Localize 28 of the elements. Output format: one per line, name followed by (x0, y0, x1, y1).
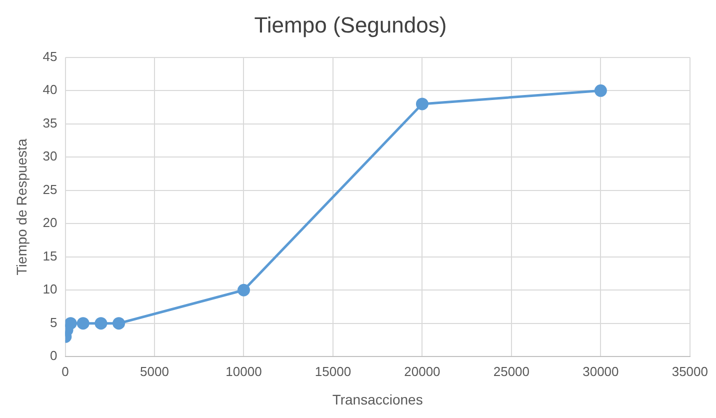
point (237, 284, 250, 296)
chart-title: Tiempo (Segundos) (254, 12, 447, 38)
x-tick-label: 30000 (582, 364, 619, 379)
point (112, 317, 126, 330)
x-tick-label: 5000 (140, 364, 169, 379)
point (594, 84, 607, 97)
y-tick-label: 0 (50, 348, 58, 364)
point (65, 317, 77, 330)
y-tick-label: 10 (42, 282, 58, 297)
point (76, 317, 90, 330)
y-tick-label: 30 (42, 148, 58, 164)
y-tick-label: 15 (42, 248, 58, 264)
y-tick-label: 35 (42, 115, 58, 130)
y-tick-label: 40 (42, 82, 58, 98)
x-tick-label: 10000 (226, 364, 262, 379)
x-tick-label: 25000 (493, 364, 530, 379)
x-axis-title: Transacciones (332, 391, 423, 408)
y-tick-label: 25 (42, 182, 58, 197)
y-axis-title: Tiempo de Respuesta (13, 138, 30, 276)
y-tick-label: 5 (50, 314, 58, 330)
x-tick-label: 0 (62, 364, 69, 379)
point (416, 98, 428, 110)
y-tick-label: 45 (42, 48, 58, 64)
x-tick-label: 15000 (314, 364, 352, 379)
x-tick-label: 35000 (672, 364, 708, 379)
x-tick-label: 20000 (404, 364, 440, 379)
y-tick-label: 20 (42, 215, 58, 230)
point (94, 317, 108, 330)
